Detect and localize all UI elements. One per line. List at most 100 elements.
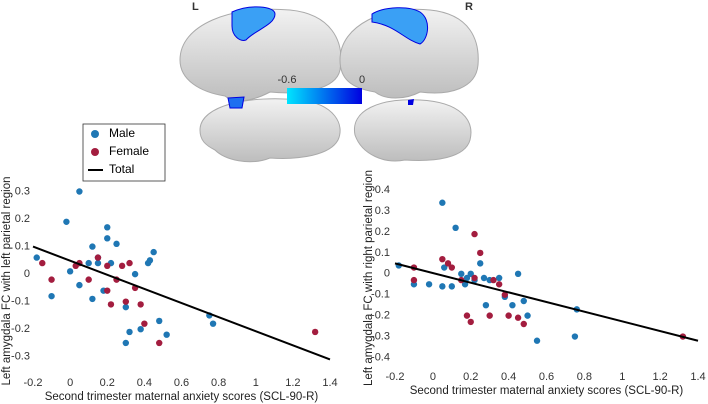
point bbox=[514, 314, 522, 321]
x-tick-label: -0.2 bbox=[24, 377, 43, 389]
point bbox=[509, 301, 516, 309]
point bbox=[495, 274, 503, 282]
point bbox=[439, 199, 446, 206]
point bbox=[94, 254, 102, 261]
point bbox=[467, 270, 474, 278]
x-tick-label: 0.8 bbox=[577, 371, 592, 383]
colorbar-tick-label: 0 bbox=[359, 74, 365, 86]
point bbox=[520, 297, 527, 305]
point bbox=[104, 287, 111, 294]
point bbox=[122, 298, 130, 305]
y-tick-label: 0 bbox=[24, 268, 30, 280]
x-tick-label: 0 bbox=[67, 377, 73, 389]
x-tick-label: 0.6 bbox=[174, 377, 189, 389]
y-tick-label: -0.4 bbox=[371, 351, 390, 363]
point bbox=[480, 274, 488, 282]
point bbox=[94, 259, 102, 267]
x-tick-label: 0.4 bbox=[137, 377, 152, 389]
point bbox=[163, 331, 170, 338]
y-tick-label: 0.3 bbox=[375, 205, 390, 217]
x-tick-label: 1.2 bbox=[285, 377, 300, 389]
point bbox=[490, 276, 497, 284]
point bbox=[514, 270, 522, 278]
point bbox=[66, 268, 74, 275]
point bbox=[209, 320, 217, 327]
point bbox=[137, 301, 144, 308]
point bbox=[126, 259, 133, 267]
point bbox=[85, 259, 92, 267]
y-tick-label: -0.1 bbox=[11, 296, 30, 308]
point bbox=[520, 320, 527, 328]
point bbox=[89, 295, 96, 303]
point bbox=[533, 337, 541, 344]
y-tick-label: 0 bbox=[384, 268, 390, 280]
x-tick-label: 1.4 bbox=[322, 377, 337, 389]
x-tick-label: 0.2 bbox=[463, 371, 478, 383]
point bbox=[104, 224, 111, 231]
legend-label: Male bbox=[109, 126, 135, 140]
point bbox=[33, 254, 40, 261]
x-tick-label: 0 bbox=[430, 371, 436, 383]
point bbox=[141, 320, 148, 327]
hemisphere-label: R bbox=[465, 1, 473, 13]
point bbox=[467, 318, 474, 326]
point bbox=[486, 312, 493, 319]
y-tick-label: 0.3 bbox=[15, 185, 30, 197]
point bbox=[107, 301, 115, 308]
y-axis-label: Left amygdala FC with right parietal reg… bbox=[363, 170, 375, 386]
point bbox=[113, 240, 120, 248]
x-tick-label: 1.2 bbox=[652, 371, 667, 383]
point bbox=[524, 312, 531, 319]
point bbox=[104, 235, 111, 242]
legend-marker bbox=[91, 130, 99, 138]
point bbox=[439, 255, 446, 263]
x-axis-label: Second trimester maternal anxiety scores… bbox=[410, 385, 684, 397]
point bbox=[501, 291, 509, 298]
point bbox=[48, 292, 55, 300]
y-tick-label: -0.2 bbox=[371, 310, 390, 322]
hemisphere-label: L bbox=[192, 1, 199, 13]
point bbox=[48, 276, 55, 283]
point bbox=[439, 283, 446, 290]
y-tick-label: 0.2 bbox=[375, 226, 390, 238]
y-tick-label: 0.1 bbox=[15, 240, 30, 252]
point bbox=[122, 303, 130, 311]
point bbox=[122, 339, 130, 347]
point bbox=[311, 328, 319, 336]
y-tick-label: -0.3 bbox=[11, 351, 30, 363]
x-tick-label: 1.4 bbox=[690, 371, 705, 383]
legend-label: Total bbox=[109, 162, 134, 176]
brain-right-medial bbox=[354, 99, 472, 162]
x-tick-label: 0.2 bbox=[100, 377, 115, 389]
x-tick-label: 0.8 bbox=[211, 377, 226, 389]
point bbox=[463, 312, 471, 319]
x-tick-label: 0.4 bbox=[501, 371, 516, 383]
point bbox=[471, 230, 478, 238]
x-tick-label: -0.2 bbox=[386, 371, 405, 383]
point bbox=[571, 333, 579, 340]
y-tick-label: 0.4 bbox=[375, 184, 390, 196]
point bbox=[63, 218, 70, 225]
point bbox=[76, 188, 83, 195]
point bbox=[495, 281, 503, 288]
point bbox=[126, 328, 133, 336]
y-tick-label: 0.2 bbox=[15, 213, 30, 225]
legend-label: Female bbox=[109, 144, 149, 158]
brain-left-lateral bbox=[179, 6, 342, 102]
point bbox=[452, 224, 459, 232]
point bbox=[441, 264, 448, 271]
x-tick-label: 0.6 bbox=[539, 371, 554, 383]
legend-marker bbox=[91, 148, 99, 156]
point bbox=[471, 274, 478, 282]
y-tick-label: -0.1 bbox=[371, 289, 390, 301]
brain-right-lateral bbox=[339, 7, 479, 99]
point bbox=[131, 270, 139, 278]
colorbar-gradient bbox=[287, 88, 362, 104]
point bbox=[137, 325, 144, 333]
y-tick-label: -0.2 bbox=[11, 323, 30, 335]
y-tick-label: -0.3 bbox=[371, 330, 390, 342]
trend-line bbox=[32, 245, 331, 361]
point bbox=[104, 262, 111, 270]
point bbox=[477, 260, 484, 267]
